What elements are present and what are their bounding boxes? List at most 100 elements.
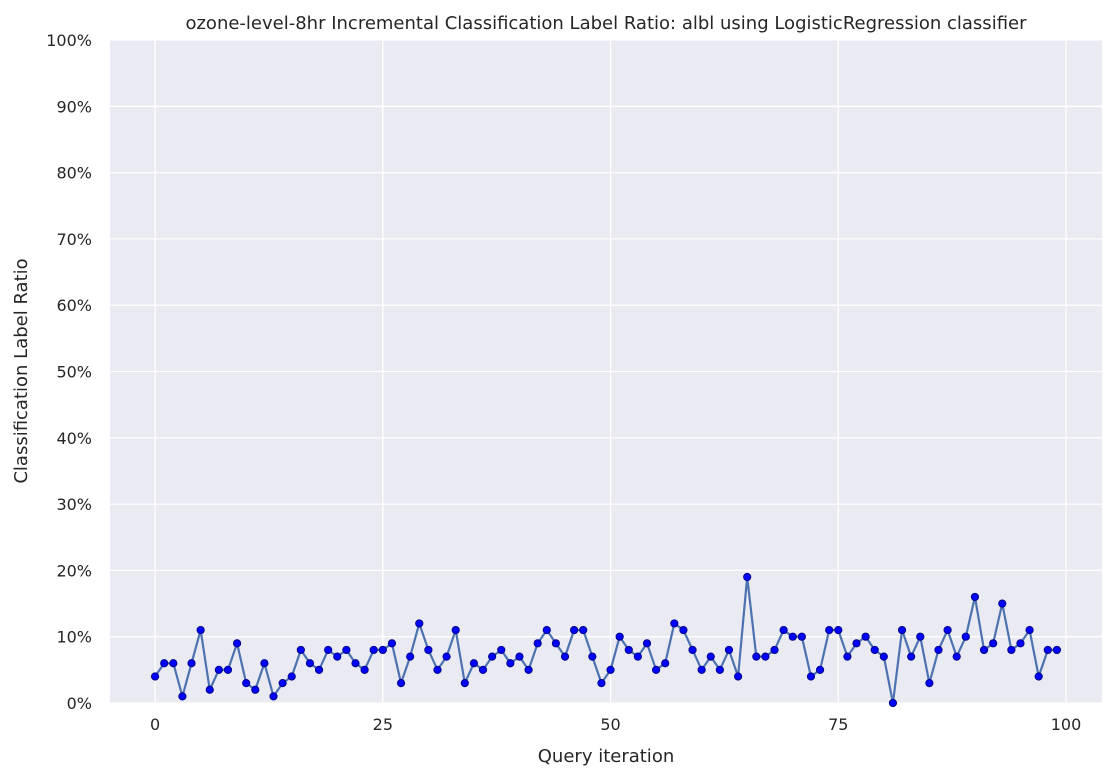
data-point [232, 639, 242, 648]
data-point [214, 665, 223, 674]
data-point [1034, 672, 1043, 681]
data-point [579, 625, 588, 635]
data-point [314, 665, 324, 674]
data-point [642, 639, 652, 648]
data-point [560, 652, 570, 661]
data-point [733, 672, 743, 681]
data-point [770, 645, 779, 655]
chart-title: ozone-level-8hr Incremental Classificati… [185, 13, 1027, 34]
data-point [852, 639, 861, 648]
data-point [888, 698, 898, 708]
y-tick-label: 70% [56, 230, 92, 249]
data-point [406, 652, 415, 661]
data-point [1052, 645, 1062, 655]
data-point [916, 632, 925, 641]
data-point [1016, 639, 1025, 648]
data-point [633, 652, 642, 661]
data-point [551, 639, 560, 648]
data-point [251, 685, 260, 694]
data-point [706, 652, 715, 661]
data-point [360, 665, 369, 674]
data-point [305, 659, 315, 668]
series-line [154, 575, 1057, 705]
data-point [442, 652, 451, 661]
data-point [515, 652, 524, 661]
data-point [278, 679, 287, 688]
data-point [196, 625, 205, 635]
data-point [1043, 645, 1052, 655]
x-tick-label: 75 [828, 715, 848, 734]
data-point [223, 665, 233, 674]
data-point [369, 645, 378, 655]
data-point [834, 625, 843, 635]
data-point [169, 659, 178, 668]
data-point [752, 652, 761, 661]
data-point [478, 665, 488, 674]
y-tick-label: 10% [56, 628, 92, 647]
data-point [524, 665, 533, 674]
data-point [661, 659, 670, 668]
data-point [989, 639, 998, 648]
data-point [178, 692, 187, 701]
data-point [724, 645, 734, 655]
data-point [324, 645, 333, 655]
series-layer [150, 572, 1062, 708]
x-tick-label: 25 [373, 715, 393, 734]
data-point [870, 645, 879, 655]
data-point [825, 625, 834, 635]
y-tick-labels: 0% 10% 20% 30% 40% 50% 60% 70% 80% 90% 100% [46, 31, 92, 713]
data-point [670, 619, 679, 628]
y-tick-label: 0% [67, 694, 92, 713]
data-point [815, 665, 825, 674]
data-point [296, 645, 305, 655]
x-tick-label: 100 [1051, 715, 1082, 734]
data-point [879, 652, 888, 661]
data-point [624, 645, 633, 655]
y-tick-label: 90% [56, 97, 92, 116]
data-point [788, 632, 797, 641]
data-point [396, 679, 406, 688]
y-tick-label: 30% [56, 495, 92, 514]
grid [110, 39, 1102, 704]
data-point [570, 625, 579, 635]
data-point [998, 599, 1007, 608]
data-point [761, 652, 770, 661]
data-point [743, 572, 752, 582]
data-point [897, 625, 907, 635]
data-point [187, 659, 196, 668]
data-point [433, 665, 442, 674]
data-point [287, 672, 296, 681]
data-point [715, 665, 724, 674]
data-point [333, 652, 342, 661]
data-point [506, 659, 515, 668]
y-axis-label: Classification Label Ratio [11, 258, 32, 483]
data-point [424, 645, 433, 655]
data-point [542, 625, 551, 635]
data-point [797, 632, 806, 641]
data-point [387, 639, 397, 648]
data-point [269, 692, 278, 701]
x-tick-label: 0 [150, 715, 160, 734]
x-tick-label: 50 [600, 715, 620, 734]
data-point [606, 665, 615, 674]
data-point [934, 645, 943, 655]
y-tick-label: 40% [56, 429, 92, 448]
data-point [342, 645, 351, 655]
y-tick-label: 20% [56, 561, 92, 580]
data-point [378, 645, 387, 655]
x-tick-labels: 0 25 50 75 100 [150, 715, 1081, 734]
data-point [150, 672, 160, 681]
data-point [688, 645, 697, 655]
y-tick-label: 50% [56, 363, 92, 382]
data-point [1025, 625, 1034, 635]
data-point [533, 639, 542, 648]
data-point [597, 679, 606, 688]
data-point [679, 625, 688, 635]
data-point [970, 592, 980, 602]
data-point [260, 659, 269, 668]
y-tick-label: 100% [46, 31, 92, 50]
data-point [160, 659, 169, 668]
data-point [907, 652, 916, 661]
data-point [1007, 645, 1016, 655]
